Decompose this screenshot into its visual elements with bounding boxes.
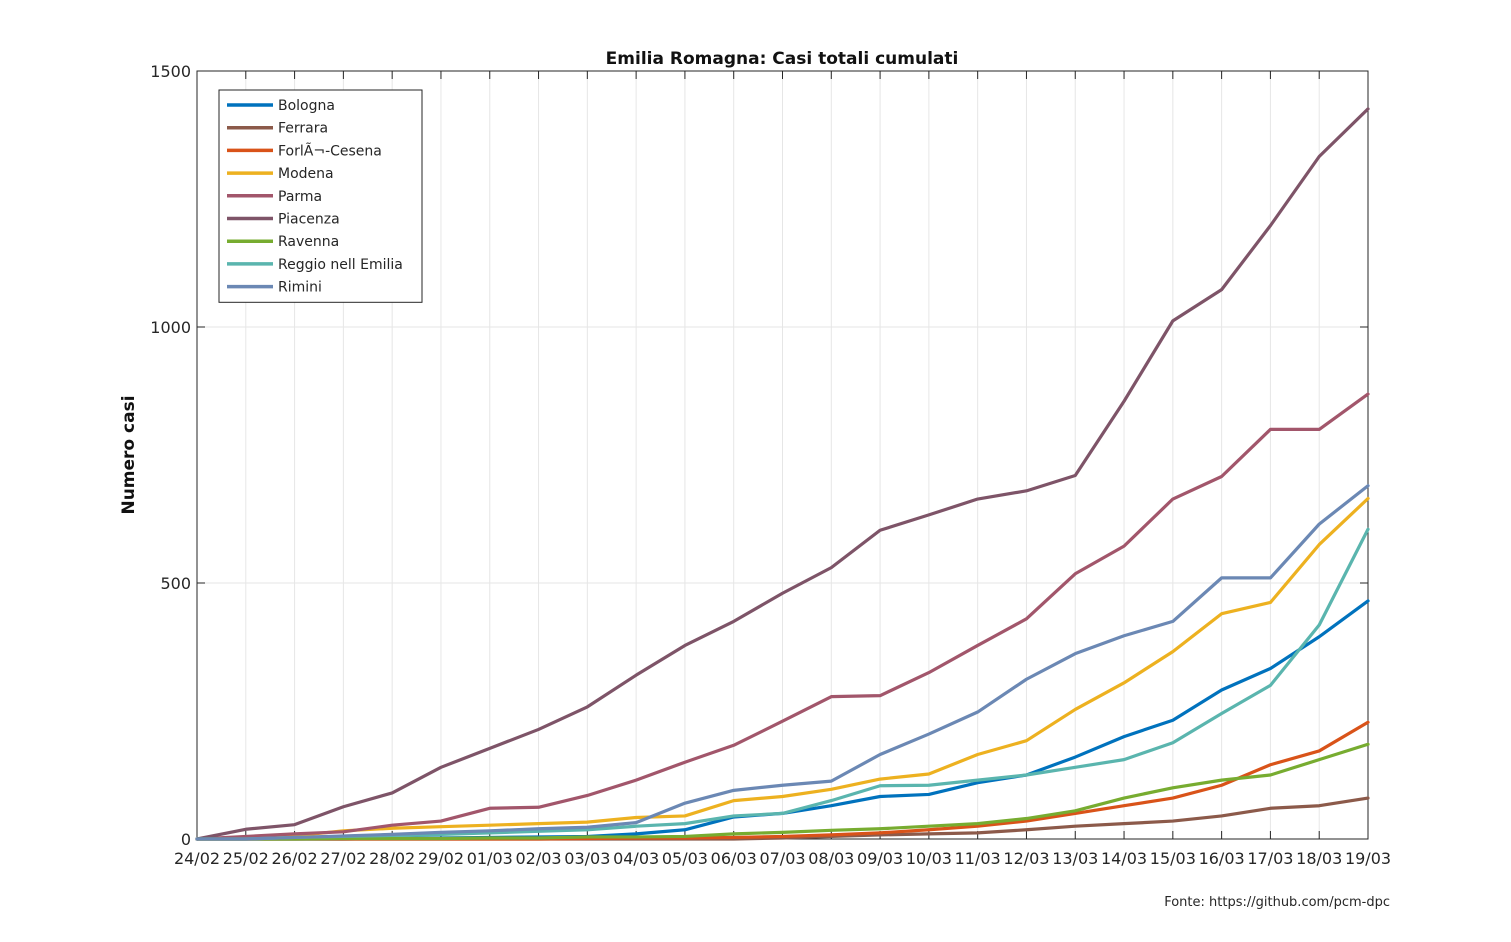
x-tick-label: 19/03 [1345, 849, 1391, 868]
x-tick-label: 14/03 [1101, 849, 1147, 868]
x-tick-label: 18/03 [1296, 849, 1342, 868]
x-tick-label: 11/03 [955, 849, 1001, 868]
chart-title: Emilia Romagna: Casi totali cumulati [606, 49, 959, 69]
x-tick-label: 07/03 [759, 849, 805, 868]
x-tick-labels: 24/02 25/02 26/02 27/02 28/02 29/02 01/03 02/03… [174, 849, 1391, 868]
series-line-parma [195, 392, 1370, 841]
x-tick-label: 06/03 [711, 849, 757, 868]
legend-label-ferrara: Ferrara [278, 121, 328, 137]
legend-label-modena: Modena [278, 166, 334, 182]
x-tick-label: 03/03 [564, 849, 610, 868]
legend-label-ravenna: Ravenna [278, 234, 339, 250]
x-tick-label: 13/03 [1052, 849, 1098, 868]
y-tick-label: 0 [181, 830, 191, 849]
x-tick-label: 24/02 [174, 849, 220, 868]
series-line-ravenna [195, 742, 1370, 841]
source-note: Fonte: https://github.com/pcm-dpc [1164, 895, 1390, 910]
x-tick-label: 08/03 [808, 849, 854, 868]
x-tick-label: 09/03 [857, 849, 903, 868]
x-tick-label: 15/03 [1150, 849, 1196, 868]
x-tick-label: 27/02 [320, 849, 366, 868]
x-tick-label: 02/03 [515, 849, 561, 868]
series-line-modena [195, 496, 1370, 841]
x-tick-label: 05/03 [662, 849, 708, 868]
series-line-rimini [195, 484, 1370, 841]
legend: Bologna Ferrara ForlÃ¬-Cesena Modena Parma Pi… [218, 89, 423, 303]
legend-label-bologna: Bologna [278, 98, 335, 114]
x-tick-label: 17/03 [1247, 849, 1293, 868]
y-tick-label: 500 [160, 574, 191, 593]
y-tick-label: 1000 [150, 318, 191, 337]
x-tick-label: 25/02 [223, 849, 269, 868]
x-tick-label: 28/02 [369, 849, 415, 868]
x-tick-label: 04/03 [613, 849, 659, 868]
y-tick-labels: 0 500 1000 1500 [150, 62, 191, 849]
y-axis-label: Numero casi [119, 395, 139, 514]
legend-label-parma: Parma [278, 189, 322, 205]
legend-label-rimini: Rimini [278, 280, 322, 296]
x-tick-label: 01/03 [467, 849, 513, 868]
y-tick-label: 1500 [150, 62, 191, 81]
legend-label-forl-cesena: ForlÃ¬-Cesena [278, 142, 382, 159]
legend-label-reggio-nell-emilia: Reggio nell Emilia [278, 257, 403, 273]
x-tick-label: 10/03 [906, 849, 952, 868]
legend-label-piacenza: Piacenza [278, 212, 340, 228]
series-line-piacenza [195, 107, 1370, 841]
series-lines [195, 107, 1370, 841]
x-tick-label: 29/02 [418, 849, 464, 868]
gridlines [197, 71, 1368, 839]
x-tick-label: 16/03 [1199, 849, 1245, 868]
x-tick-label: 26/02 [272, 849, 318, 868]
x-tick-label: 12/03 [1003, 849, 1049, 868]
